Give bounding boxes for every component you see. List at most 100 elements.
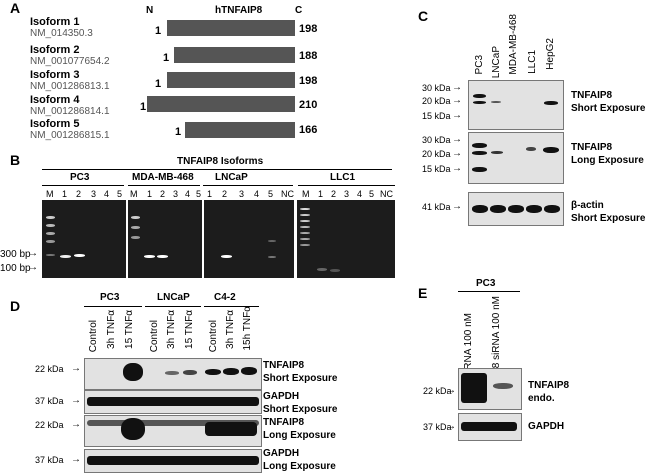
- isoform-3-accession: NM_001286813.1: [30, 81, 110, 92]
- arrow-icon: →: [71, 395, 81, 406]
- arrow-icon: →: [446, 421, 456, 432]
- arrow-icon: →: [452, 201, 462, 212]
- isoform-3-bar: [167, 72, 295, 88]
- d-marker: 37 kDa: [35, 455, 64, 465]
- c-blot-1-sublabel: Short Exposure: [571, 103, 646, 114]
- c-marker: 15 kDa: [422, 164, 451, 174]
- gel-title: TNFAIP8 Isoforms: [177, 156, 264, 167]
- protein-title: hTNFAIP8: [215, 5, 263, 16]
- d-group-c42: C4-2: [214, 292, 236, 303]
- gel-lane: 2: [160, 189, 166, 199]
- gel-lane: 1: [147, 189, 153, 199]
- gel-lane: M: [302, 189, 310, 199]
- e-marker: 37 kDa: [423, 422, 452, 432]
- isoform-1-end: 198: [299, 23, 318, 35]
- e-marker: 22 kDa: [423, 386, 452, 396]
- isoform-4-name: Isoform 4: [30, 94, 80, 106]
- isoform-5-start: 1: [175, 126, 182, 138]
- gel-lane: NC: [380, 189, 393, 199]
- gel-lane: NC: [281, 189, 294, 199]
- d-blot-gapdh-long: [84, 449, 262, 473]
- gel-lane: 2: [76, 189, 82, 199]
- gel-lane: 4: [357, 189, 363, 199]
- c-lane-label: HepG2: [545, 38, 556, 70]
- d-lane-label: 15h TNFα: [242, 306, 253, 351]
- marker-300bp: 300 bp: [0, 249, 31, 260]
- arrow-icon: →: [28, 262, 38, 273]
- d-blot-tnfaip8-long: [84, 415, 262, 447]
- e-blot-gapdh: [458, 413, 522, 441]
- d-blot-3-sublabel: Long Exposure: [263, 430, 336, 441]
- d-lane-label: 3h TNFα: [225, 310, 236, 349]
- isoform-5-end: 166: [299, 124, 318, 136]
- gel-lane: 3: [91, 189, 97, 199]
- d-blot-4-label: GAPDH: [263, 448, 300, 459]
- c-blot-1-label: TNFAIP8: [571, 90, 613, 101]
- c-blot-2-label: TNFAIP8: [571, 142, 613, 153]
- isoform-1-name: Isoform 1: [30, 16, 80, 28]
- arrow-icon: →: [452, 110, 462, 121]
- c-terminus-label: C: [295, 5, 303, 16]
- c-blot-3-sublabel: Short Exposure: [571, 213, 646, 224]
- isoform-3-end: 198: [299, 75, 318, 87]
- gel-group-mda: MDA-MB-468: [132, 172, 194, 183]
- marker-100bp: 100 bp: [0, 263, 31, 274]
- c-marker: 20 kDa: [422, 96, 451, 106]
- d-marker: 22 kDa: [35, 364, 64, 374]
- c-blot-2-sublabel: Long Exposure: [571, 155, 644, 166]
- gel-lane: 2: [331, 189, 337, 199]
- gel-lane: 4: [185, 189, 191, 199]
- d-lane-label: 15 TNFα: [184, 310, 195, 349]
- gel-lane: M: [46, 189, 54, 199]
- gel-lane: 5: [117, 189, 123, 199]
- c-lane-label: LNCaP: [491, 46, 502, 79]
- gel-lane: 5: [196, 189, 202, 199]
- e-blot-2-label: GAPDH: [528, 421, 565, 432]
- isoform-4-start: 1: [140, 101, 147, 113]
- panel-d-label: D: [10, 298, 21, 314]
- panel-e-label: E: [418, 285, 428, 301]
- d-blot-gapdh-short: [84, 390, 262, 414]
- gel-image-pc3: [42, 200, 126, 278]
- gel-group-llc1: LLC1: [330, 172, 355, 183]
- gel-lane: M: [130, 189, 138, 199]
- gel-lane: 1: [318, 189, 324, 199]
- c-blot-actin: [468, 192, 564, 226]
- d-lane-label: Control: [149, 320, 160, 353]
- gel-group-pc3: PC3: [70, 172, 90, 183]
- isoform-1-start: 1: [155, 25, 162, 37]
- gel-lane: 3: [173, 189, 179, 199]
- arrow-icon: →: [452, 148, 462, 159]
- n-terminus-label: N: [146, 5, 154, 16]
- d-blot-tnfaip8-short: [84, 358, 262, 390]
- e-blot-1-sublabel: endo.: [528, 393, 555, 404]
- gel-image-lncap: [204, 200, 294, 278]
- isoform-2-start: 1: [163, 52, 170, 64]
- d-blot-2-label: GAPDH: [263, 391, 300, 402]
- c-blot-tnfaip8-short: [468, 80, 564, 130]
- arrow-icon: →: [452, 134, 462, 145]
- arrow-icon: →: [452, 82, 462, 93]
- d-marker: 37 kDa: [35, 396, 64, 406]
- d-lane-label: 3h TNFα: [166, 310, 177, 349]
- e-blot-1-label: TNFAIP8: [528, 380, 570, 391]
- gel-lane: 5: [268, 189, 274, 199]
- gel-lane: 5: [369, 189, 375, 199]
- isoform-4-accession: NM_001286814.1: [30, 106, 110, 117]
- isoform-1-bar: [167, 20, 295, 36]
- isoform-2-name: Isoform 2: [30, 44, 80, 56]
- arrow-icon: →: [452, 95, 462, 106]
- c-marker: 30 kDa: [422, 83, 451, 93]
- gel-lane: 3: [239, 189, 245, 199]
- arrow-icon: →: [446, 385, 456, 396]
- gel-lane: 3: [344, 189, 350, 199]
- c-marker: 41 kDa: [422, 202, 451, 212]
- gel-image-mda: [128, 200, 202, 278]
- c-marker: 15 kDa: [422, 111, 451, 121]
- d-blot-4-sublabel: Long Exposure: [263, 461, 336, 472]
- isoform-5-name: Isoform 5: [30, 118, 80, 130]
- isoform-5-bar: [185, 122, 295, 138]
- c-marker: 30 kDa: [422, 135, 451, 145]
- gel-lane: 1: [207, 189, 213, 199]
- isoform-4-end: 210: [299, 99, 318, 111]
